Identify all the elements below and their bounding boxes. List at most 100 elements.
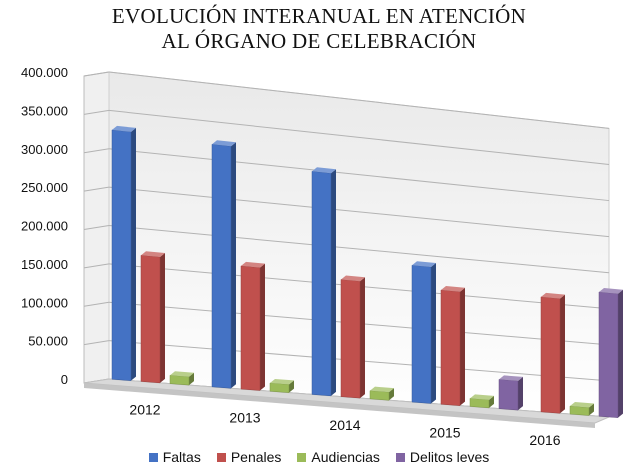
gridline [108, 109, 610, 165]
legend-item-faltas: Faltas [148, 449, 201, 465]
bar-front [269, 382, 290, 393]
bar-audiencias-2014 [369, 386, 394, 401]
bar-faltas-2015 [411, 261, 436, 404]
bar-side [618, 289, 623, 418]
bar-front [498, 379, 519, 411]
x-axis: 2012 2013 2014 2015 2016 [129, 402, 560, 448]
bar-top [341, 275, 365, 282]
bar-top [312, 167, 336, 174]
bar-front [311, 171, 332, 397]
gridline-side [83, 71, 110, 77]
gridline-side [83, 186, 110, 192]
bar-top [170, 371, 194, 377]
bar-side [389, 388, 394, 401]
bar-audiencias-2012 [169, 371, 194, 386]
bar-audiencias-2015 [469, 394, 494, 409]
gridline-side [83, 301, 110, 307]
bar-front [240, 265, 261, 391]
legend-label: Audiencias [311, 449, 380, 465]
y-tick-label: 250.000 [21, 180, 68, 195]
bar-front [440, 289, 461, 406]
bar-delitos-leves-2016 [598, 287, 623, 418]
bar-front [369, 390, 390, 401]
bar-top [412, 261, 436, 267]
y-tick-label: 100.000 [21, 295, 68, 310]
gridline-side [83, 148, 110, 154]
bar-side [260, 263, 265, 391]
y-tick-label: 350.000 [21, 103, 68, 118]
bar-front [169, 374, 190, 386]
legend-item-penales: Penales [216, 449, 282, 465]
bar-front [340, 279, 361, 399]
gridline [108, 225, 610, 274]
bar-front [540, 296, 561, 414]
floor-front [84, 383, 595, 428]
legend-label: Penales [230, 449, 282, 465]
gridline [108, 71, 610, 129]
chart-title-line-2: AL ÓRGANO DE CELEBRACIÓN [161, 29, 477, 53]
bar-front [211, 143, 232, 389]
chart-title-line-1: EVOLUCIÓN INTERANUAL EN ATENCIÓN [111, 4, 527, 28]
legend-item-audiencias: Audiencias [297, 449, 380, 465]
gridline-side [83, 225, 110, 230]
y-tick-label: 300.000 [21, 142, 68, 157]
y-tick-label: 200.000 [21, 219, 68, 234]
bar-side [160, 253, 165, 383]
bar-side [560, 294, 565, 414]
bar-top [370, 386, 394, 393]
y-tick-label: 0 [61, 372, 68, 387]
bar-top [212, 140, 236, 147]
bar-penales-2016 [540, 292, 565, 414]
chart-bars [111, 125, 623, 418]
bar-front [140, 255, 161, 384]
legend-label: Faltas [162, 449, 201, 465]
bar-audiencias-2013 [269, 378, 294, 393]
bar-top [570, 402, 594, 408]
y-tick-label: 400.000 [21, 65, 68, 80]
y-axis: 0 50.000 100.000 150.000 200.000 250.000 300.0… [21, 65, 68, 387]
bar-penales-2015 [440, 286, 465, 406]
bar-top [112, 125, 136, 132]
bar-faltas-2014 [311, 167, 336, 397]
bar-side [431, 262, 436, 404]
bar-audiencias-2016 [569, 402, 594, 416]
bar-top [541, 292, 565, 299]
bar-front [598, 291, 619, 418]
bar-top [141, 251, 165, 258]
bar-penales-2013 [240, 261, 265, 391]
legend-swatch [148, 452, 158, 462]
bar-side [189, 372, 194, 386]
legend-item-delitos-leves: Delitos leves [395, 449, 490, 465]
bar-faltas-2013 [211, 140, 236, 389]
bar-side [231, 142, 236, 389]
legend-swatch [395, 452, 405, 462]
bar-side [331, 169, 336, 396]
gridline [108, 186, 610, 238]
bar-top [470, 394, 494, 400]
legend-label: Delitos leves [409, 449, 490, 465]
bar-top [241, 261, 265, 268]
gridline-side [83, 263, 110, 269]
x-tick-label: 2014 [329, 417, 360, 433]
x-tick-label: 2012 [129, 402, 160, 418]
bar-front [469, 398, 490, 409]
x-tick-label: 2013 [229, 409, 260, 425]
bar-side [131, 127, 136, 381]
x-tick-label: 2016 [529, 432, 560, 448]
bar-side [518, 376, 523, 411]
bar-delitos-leves-2015 [498, 375, 523, 411]
bar-side [289, 380, 294, 393]
chart-title: EVOLUCIÓN INTERANUAL EN ATENCIÓN AL ÓRGA… [0, 4, 638, 54]
legend-swatch [216, 452, 226, 462]
bar-top [441, 286, 465, 292]
bar-front [111, 129, 132, 381]
bar-front [411, 264, 432, 404]
bar-faltas-2012 [111, 125, 136, 381]
legend-swatch [297, 452, 307, 462]
bar-side [489, 395, 494, 408]
bar-top [270, 378, 294, 385]
chart-legend: Faltas Penales Audiencias Delitos leves [0, 449, 638, 465]
bar-front [569, 405, 590, 416]
bar-side [460, 287, 465, 406]
